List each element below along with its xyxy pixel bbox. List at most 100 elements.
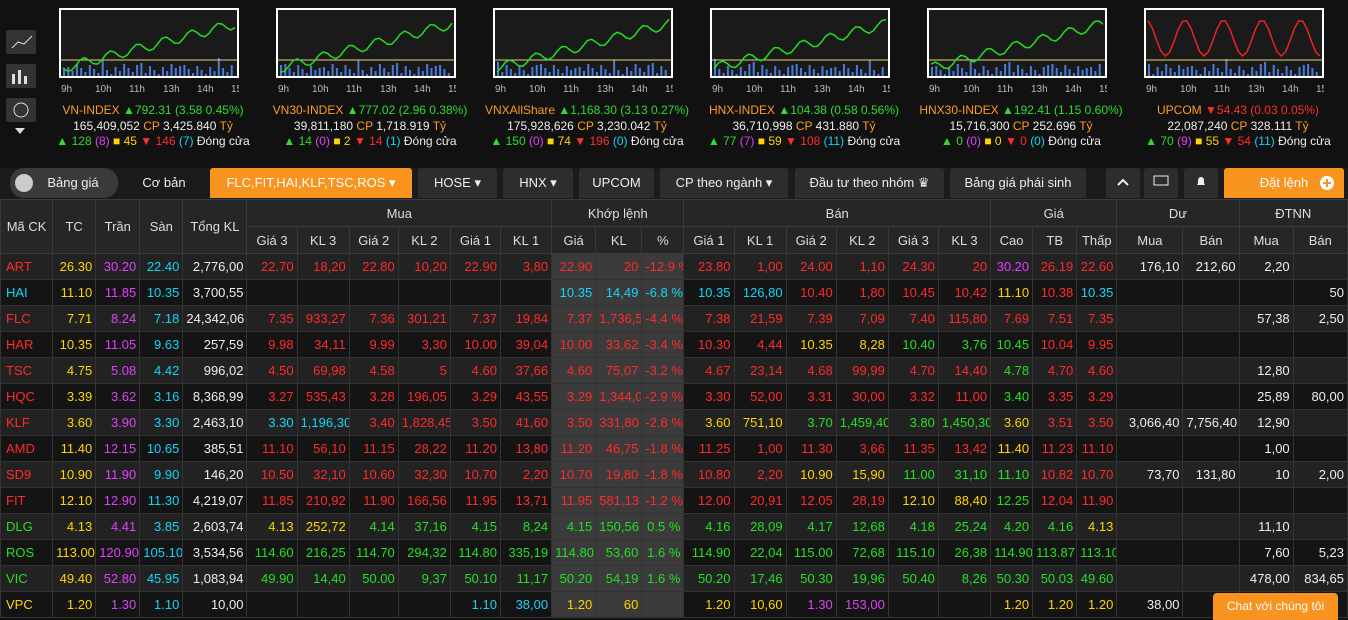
- volume-bar: [443, 69, 446, 76]
- up-count: 70: [1160, 134, 1174, 148]
- tab[interactable]: Bảng giá phái sinh: [950, 168, 1086, 198]
- volume-bar: [791, 65, 794, 76]
- cell: 10.35: [551, 279, 597, 306]
- volume-bar: [192, 73, 194, 76]
- time-label: 11h: [129, 84, 145, 95]
- chat-button[interactable]: Chat với chúng tôi: [1213, 593, 1338, 620]
- index-panel: 9h10h11h13h14h15hVN-INDEX ▲792.31 (3.58 …: [45, 0, 261, 160]
- volume-bar: [851, 72, 854, 76]
- column-header: Bán: [1292, 226, 1348, 254]
- volume-bar: [93, 69, 96, 76]
- price-line: [930, 20, 1104, 70]
- cell: 12,68: [835, 513, 889, 540]
- cell: 11.20: [551, 435, 597, 462]
- icon: ▲: [56, 134, 72, 148]
- cell: [887, 591, 939, 618]
- cell: 10.38: [1032, 279, 1078, 306]
- cell: 69,98: [296, 357, 350, 384]
- cell: -1.8 %: [641, 435, 685, 462]
- cell: 1,736,5: [595, 305, 643, 332]
- icon: ■: [333, 134, 344, 148]
- tab[interactable]: FLC,FIT,HAI,KLF,TSC,ROS ▾: [210, 168, 412, 198]
- cell: 3.16: [139, 383, 184, 410]
- cell: [1116, 331, 1184, 358]
- volume-bar: [1047, 65, 1050, 76]
- cell: 4.16: [683, 513, 735, 540]
- volume-bar: [877, 74, 880, 76]
- down-count: 108: [800, 134, 821, 148]
- index-change: (2.96 0.38%): [398, 103, 468, 117]
- volume-bar: [383, 68, 386, 76]
- icon: ■: [546, 134, 558, 148]
- volume: 39,811,180: [293, 119, 354, 133]
- symbol: TSC: [0, 357, 54, 384]
- tab[interactable]: Đầu tư theo nhóm ♛: [795, 168, 944, 198]
- cell: 10.90: [785, 461, 837, 488]
- cell: 113.10: [1076, 539, 1118, 566]
- cell: 72,68: [835, 539, 889, 566]
- volume-bar: [782, 74, 785, 76]
- volume-bar: [1182, 69, 1185, 76]
- volume-bar: [1225, 59, 1228, 76]
- volume-bar: [939, 70, 942, 76]
- cell: 49.40: [52, 565, 97, 592]
- floor-count: (1): [385, 134, 401, 148]
- volume-bar: [1160, 71, 1163, 76]
- cell: 50.10: [449, 565, 501, 592]
- cell: 24.00: [785, 253, 837, 280]
- cell: [1238, 279, 1294, 306]
- cell: 12.10: [887, 487, 939, 514]
- cell: 8,28: [835, 331, 889, 358]
- tab[interactable]: HNX ▾: [503, 168, 573, 198]
- cell: 1.6 %: [641, 539, 685, 566]
- cell: 46,75: [595, 435, 643, 462]
- cell: 1,00: [1238, 435, 1294, 462]
- cell: 30.20: [990, 253, 1034, 280]
- cell: 11.10: [246, 435, 298, 462]
- cell: [1238, 487, 1294, 514]
- order-button[interactable]: Đặt lệnh: [1224, 168, 1344, 198]
- cell: 114.80: [551, 539, 597, 566]
- collapse-button[interactable]: [1106, 168, 1140, 198]
- tab-label: HOSE: [434, 175, 471, 190]
- cell: 1,196,30: [296, 409, 350, 436]
- cell: 1.10: [139, 591, 184, 618]
- view-toggle[interactable]: Bảng giá: [10, 168, 118, 198]
- screen-button[interactable]: [1144, 168, 1178, 198]
- time-label: 11h: [997, 84, 1013, 95]
- cell: 12,80: [1238, 357, 1294, 384]
- index-change: (1.15 0.60%): [1053, 103, 1123, 117]
- column-header: Thấp: [1076, 226, 1118, 254]
- cell: [1292, 435, 1348, 462]
- cell: 43,55: [499, 383, 553, 410]
- notify-button[interactable]: [1184, 168, 1218, 198]
- volume-bar: [557, 69, 560, 76]
- volume-bar: [161, 67, 164, 76]
- volume-bar: [361, 70, 364, 76]
- symbol: DLG: [0, 513, 54, 540]
- stock-row: DLG 4.13 4.41 3.85 2,603,74 4.13 252,72 4.14 37,…: [0, 513, 1348, 540]
- time-label: 10h: [529, 84, 546, 95]
- cell: [246, 591, 298, 618]
- cell: 10.00: [449, 331, 501, 358]
- cell: 73,70: [1116, 461, 1184, 488]
- tab[interactable]: CP theo ngành ▾: [660, 168, 788, 198]
- down-count: 54: [1237, 134, 1251, 148]
- volume-bar: [613, 60, 616, 76]
- unit: CP: [795, 119, 813, 133]
- tab[interactable]: UPCOM: [579, 168, 654, 198]
- tab[interactable]: HOSE ▾: [418, 168, 497, 198]
- volume-bar: [726, 66, 729, 76]
- time-label: 9h: [712, 84, 723, 95]
- tab[interactable]: Cơ bản: [142, 175, 186, 190]
- volume-bar: [1169, 68, 1172, 76]
- volume-bar: [1242, 70, 1245, 76]
- volume-bar: [735, 74, 738, 76]
- cell: 22.90: [449, 253, 501, 280]
- volume-bar: [731, 70, 734, 76]
- cell: 3,76: [937, 331, 992, 358]
- cell: 50.03: [1032, 565, 1078, 592]
- unchanged-count: 0: [994, 134, 1002, 148]
- index-change: (3.58 0.45%): [174, 103, 244, 117]
- volume-bar: [752, 62, 755, 76]
